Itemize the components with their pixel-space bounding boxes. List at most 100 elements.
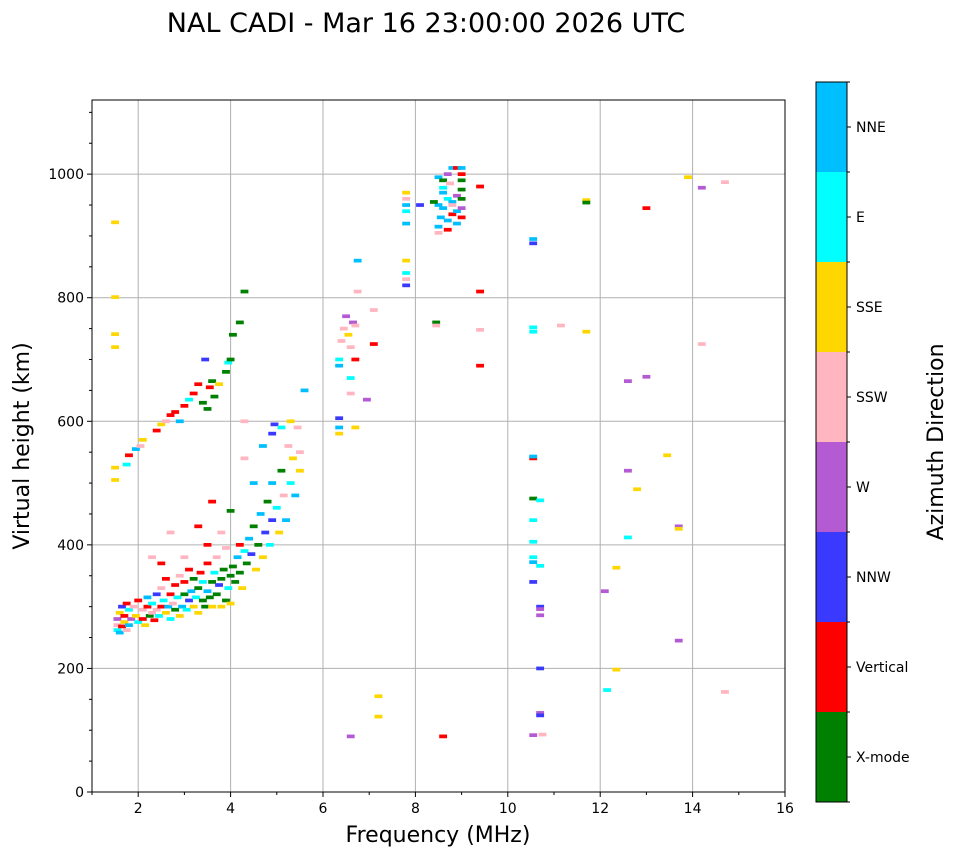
data-point-x-mode (201, 604, 210, 609)
data-point-e (529, 539, 538, 544)
data-point-w (674, 524, 683, 529)
data-point-x-mode (205, 595, 214, 600)
data-point-x-mode (171, 607, 180, 612)
data-point-ssw (346, 345, 355, 349)
colorbar-tick-label: W (856, 480, 870, 496)
data-point-vertical (476, 289, 485, 294)
data-point-x-mode (222, 598, 230, 603)
data-point-vertical (476, 363, 485, 368)
data-point-vertical (476, 184, 485, 189)
data-point-e (182, 607, 191, 612)
data-point-sse (189, 604, 198, 609)
data-point-ssw (166, 530, 175, 535)
data-point-ssw (721, 180, 729, 185)
data-point-w (346, 734, 355, 739)
data-point-vertical (171, 583, 180, 587)
data-point-vertical (205, 385, 214, 390)
data-point-ssw (217, 530, 226, 535)
data-point-sse (295, 468, 304, 473)
data-point-ssw (180, 555, 189, 560)
data-point-e (286, 481, 295, 485)
data-point-e (277, 425, 286, 430)
data-point-e (346, 376, 355, 380)
data-point-nne (233, 555, 242, 560)
data-point-vertical (194, 524, 203, 529)
data-point-ssw (175, 573, 184, 578)
data-point-vertical (453, 166, 461, 170)
data-point-sse (684, 175, 692, 180)
data-point-sse (374, 694, 383, 699)
data-point-ssw (721, 690, 729, 694)
data-point-ssw (222, 546, 230, 550)
data-point-nnw (536, 713, 545, 718)
data-point-w (623, 379, 632, 383)
x-tick-label: 14 (684, 801, 702, 817)
data-point-x-mode (263, 499, 272, 504)
data-point-sse (175, 614, 184, 618)
colorbar-frame (815, 81, 848, 803)
data-point-nne (434, 203, 443, 207)
data-point-e (224, 360, 233, 365)
data-point-e (122, 462, 131, 467)
y-tick-label: 1000 (48, 167, 84, 183)
data-point-sse (612, 667, 621, 672)
data-point-nne (282, 518, 290, 522)
data-point-e (529, 325, 538, 330)
data-point-x-mode (198, 598, 207, 603)
data-point-w (623, 468, 632, 473)
data-point-vertical (203, 561, 212, 566)
data-point-nnw (185, 598, 193, 603)
data-point-sse (289, 456, 297, 461)
data-point-nnw (215, 583, 223, 587)
data-point-sse (259, 555, 267, 560)
data-point-x-mode (226, 509, 235, 513)
data-point-nne (529, 454, 538, 459)
data-point-vertical (203, 543, 212, 547)
y-axis-label: Virtual height (km) (10, 342, 35, 549)
data-point-nne (249, 481, 258, 485)
data-point-vertical (642, 206, 651, 210)
data-point-sse (111, 465, 120, 470)
data-point-x-mode (235, 570, 244, 575)
data-point-sse (131, 614, 140, 618)
data-point-e (155, 614, 163, 618)
data-point-w (642, 374, 651, 379)
data-point-e (166, 617, 175, 621)
axis-ticks: 2 4 6 8 10 12 14 16 0 200 400 600 800 1000 (48, 111, 794, 817)
data-point-e (210, 570, 219, 575)
data-point-x-mode (208, 580, 217, 584)
x-axis-label: Frequency (MHz) (346, 823, 531, 848)
grid (92, 100, 785, 792)
data-point-ssw (369, 308, 378, 312)
data-point-e (125, 607, 133, 612)
data-point-sse (111, 345, 120, 349)
data-point-x-mode (277, 468, 286, 473)
colorbar-tick-label: SSE (856, 300, 883, 316)
data-point-e (240, 549, 249, 553)
data-point-nnw (416, 203, 424, 207)
data-point-x-mode (219, 567, 228, 572)
data-point-e (185, 397, 193, 402)
data-point-nne (439, 190, 448, 195)
colorbar-tick-label: X-mode (856, 750, 910, 766)
data-point-vertical (166, 592, 175, 597)
data-point-x-mode (226, 573, 235, 578)
data-point-w (453, 193, 461, 198)
data-point-x-mode (145, 614, 154, 618)
x-tick-label: 16 (776, 801, 794, 817)
colorbar-tick-label: Vertical (856, 660, 908, 676)
data-point-ssw (152, 607, 161, 612)
data-point-w (443, 172, 452, 176)
data-point-x-mode (457, 187, 466, 192)
data-point-e (443, 197, 452, 201)
data-point-x-mode (457, 178, 466, 183)
data-point-nne (439, 206, 448, 210)
data-point-sse (402, 258, 411, 263)
data-point-w (362, 397, 371, 402)
x-tick-label: 8 (411, 801, 420, 817)
data-point-vertical (166, 413, 175, 417)
data-point-x-mode (222, 370, 230, 374)
data-point-nnw (536, 604, 545, 609)
data-point-nne (448, 200, 457, 204)
data-point-sse (286, 419, 295, 424)
